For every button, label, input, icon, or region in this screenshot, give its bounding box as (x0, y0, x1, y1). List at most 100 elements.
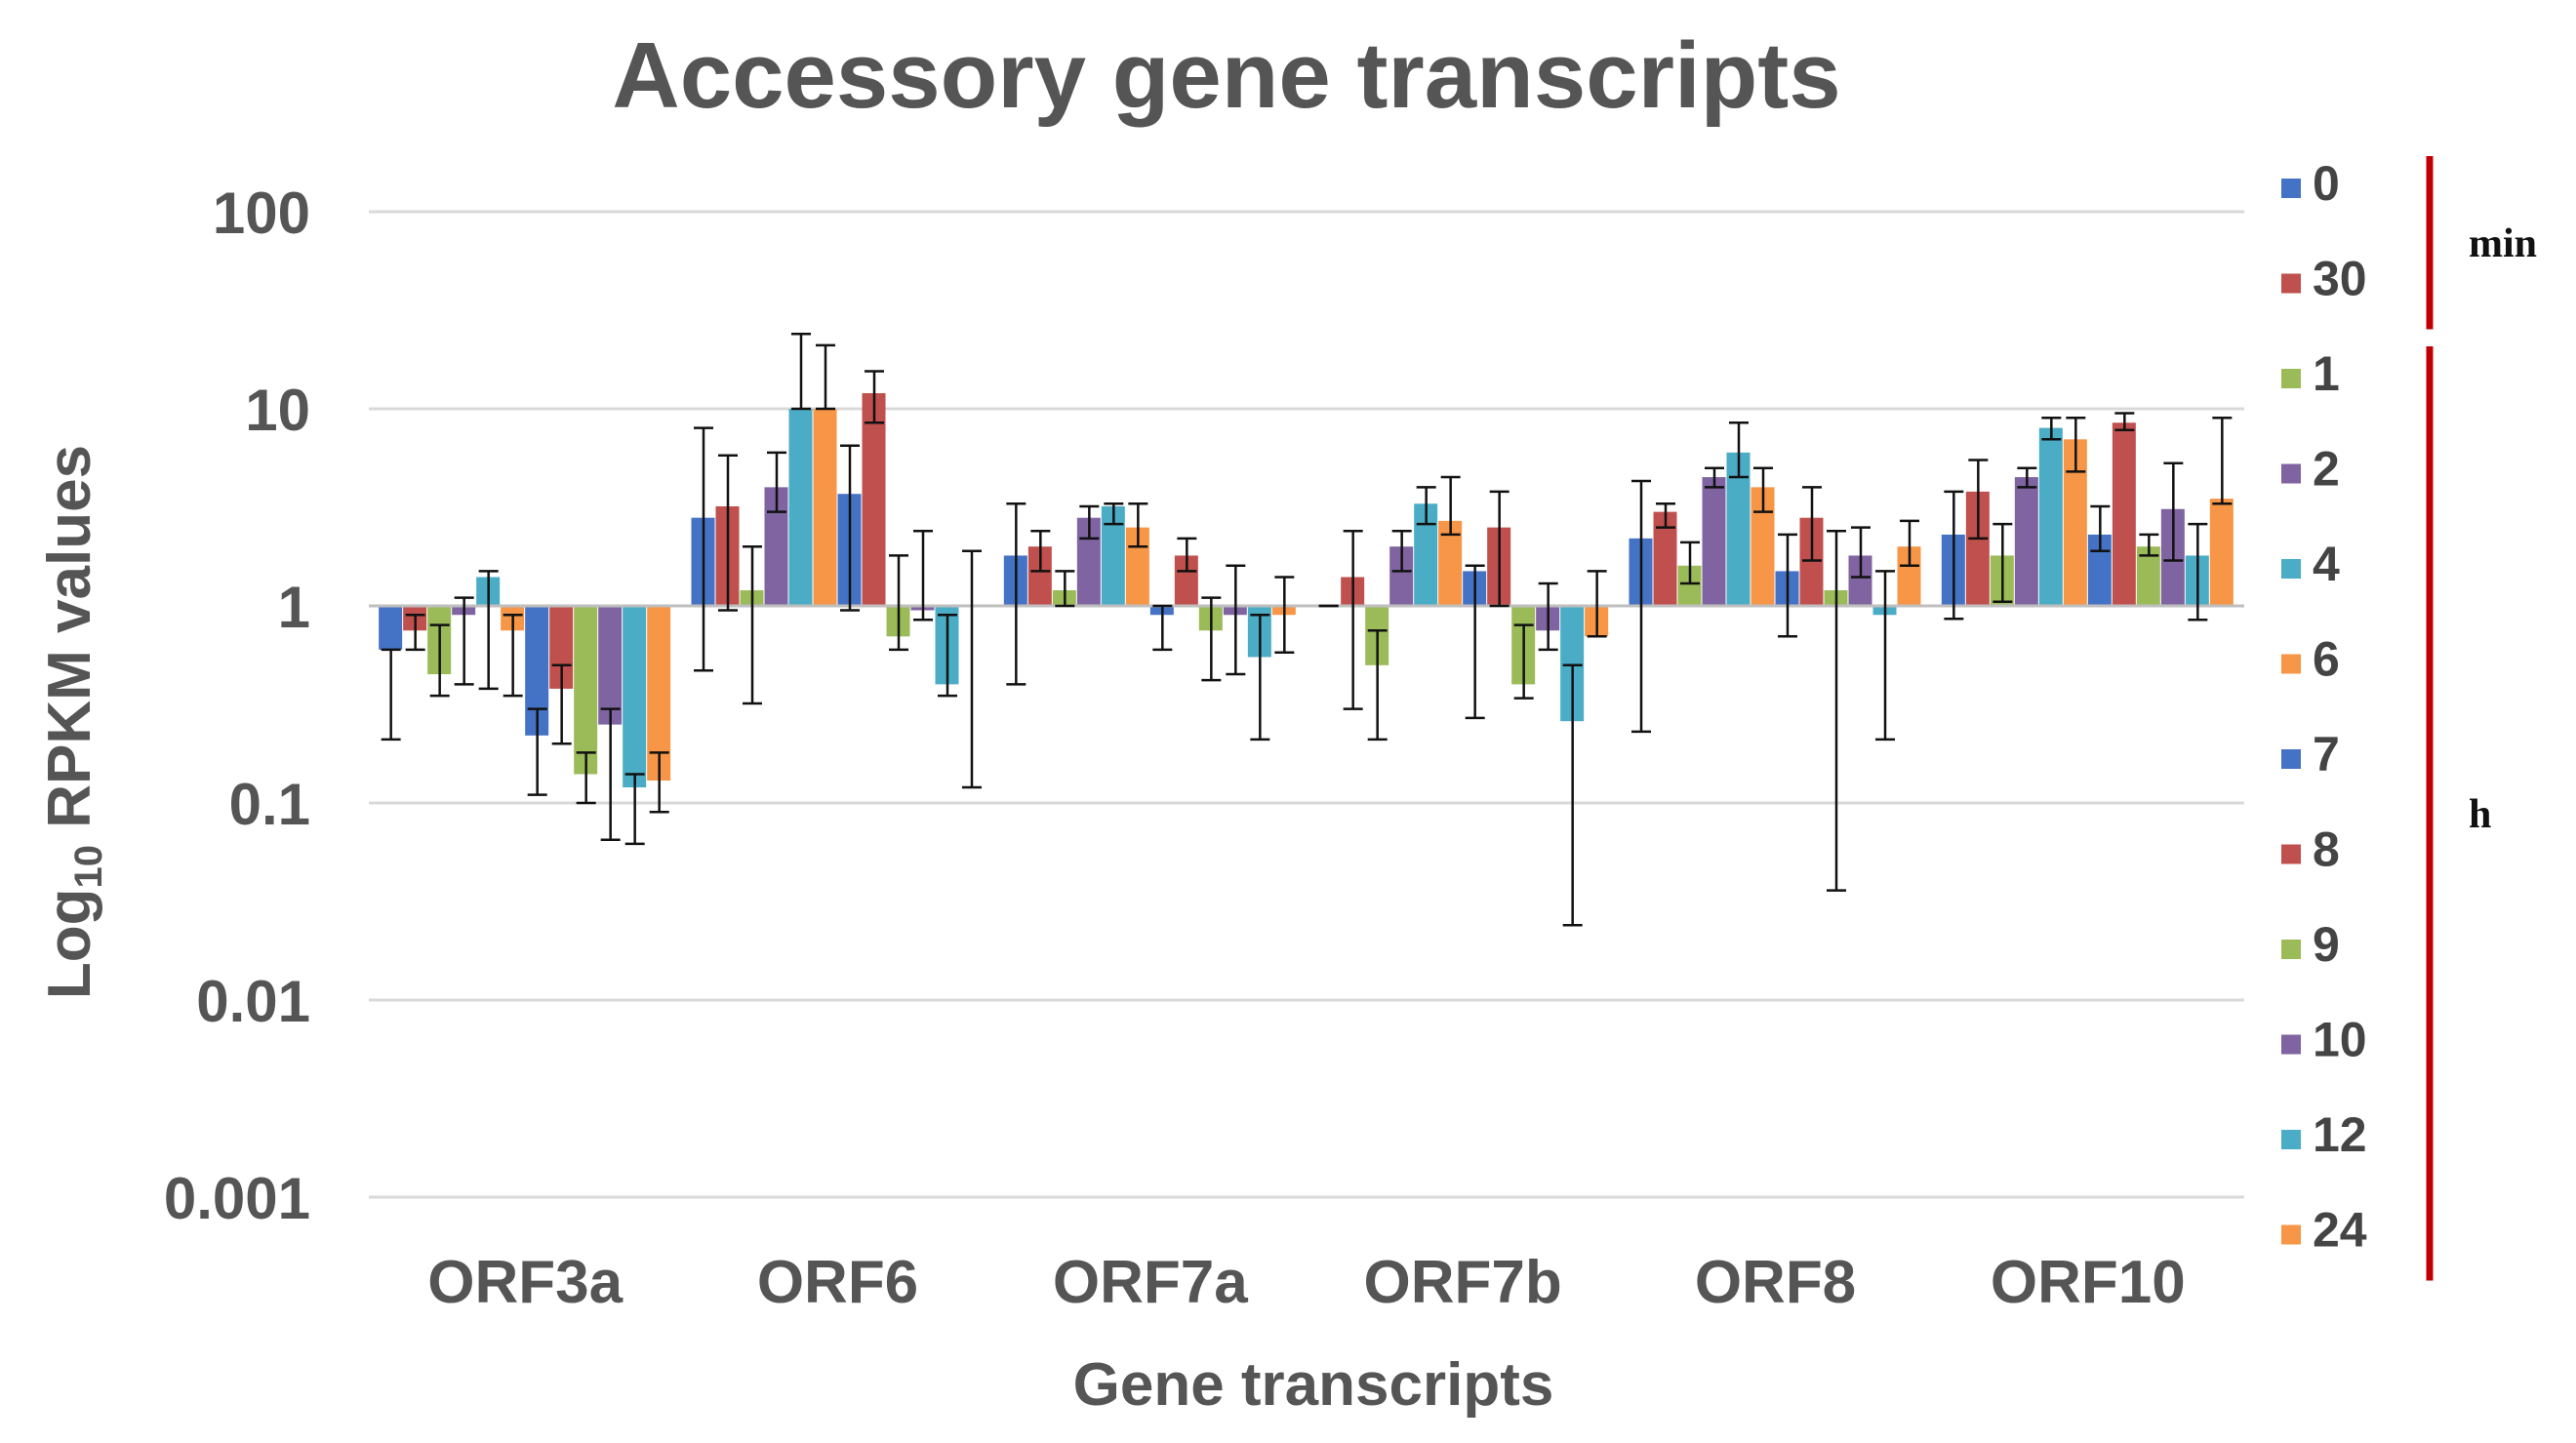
bar-ORF3a-12 (623, 606, 647, 788)
error-bar-ORF6-6 (816, 343, 835, 411)
legend-swatch (2281, 1034, 2301, 1055)
x-axis-label: Gene transcripts (1073, 1351, 1554, 1419)
legend-item-9: 9 (2281, 917, 2340, 972)
legend-item-30: 30 (2281, 252, 2367, 306)
x-tick-label: ORF7b (1364, 1249, 1562, 1316)
error-bar-ORF8-4 (1729, 421, 1749, 479)
error-bar-ORF7a-6 (1128, 502, 1148, 548)
error-bar-ORF6-2 (767, 451, 786, 513)
error-bar-ORF6-30 (718, 454, 738, 612)
bar-ORF6-4 (788, 409, 813, 606)
legend-label: 6 (2313, 632, 2340, 687)
error-bar-ORF7a-2 (1079, 504, 1100, 541)
error-bar-ORF8-12 (1875, 570, 1895, 742)
error-bar-ORF10-1 (1992, 522, 2013, 603)
error-bar-ORF10-30 (1968, 459, 1989, 541)
error-bar-ORF3a-4 (478, 570, 499, 691)
error-bar-ORF3a-7 (527, 707, 547, 796)
error-bar-ORF6-12 (938, 613, 957, 698)
bar-ORF3a-9 (574, 606, 598, 775)
error-bar-ORF10-2 (2017, 466, 2037, 489)
error-bar-ORF7b-24 (1587, 570, 1607, 638)
error-bar-ORF10-10 (2163, 461, 2184, 562)
error-bar-ORF7a-7 (1152, 604, 1173, 652)
y-tick-label: 1 (278, 575, 310, 640)
error-bar-ORF7a-12 (1250, 613, 1270, 742)
legend-group-h: h (2426, 346, 2491, 1281)
bar-ORF3a-24 (647, 606, 671, 781)
bar-ORF8-2 (1702, 477, 1726, 606)
chart-title: Accessory gene transcripts (612, 23, 1840, 128)
error-bar-ORF7b-9 (1513, 623, 1534, 700)
bar-ORF10-8 (2112, 422, 2136, 606)
error-bar-ORF3a-30 (405, 613, 425, 652)
error-bar-ORF6-8 (865, 370, 884, 424)
legend-group-min: min (2426, 156, 2537, 330)
error-bar-ORF6-7 (840, 444, 860, 612)
legend-group-label: h (2469, 792, 2491, 837)
legend-group-label: min (2469, 221, 2537, 266)
error-bar-ORF8-7 (1778, 533, 1797, 638)
legend-label: 12 (2313, 1107, 2367, 1162)
legend-label: 4 (2313, 537, 2340, 591)
legend-label: 30 (2313, 252, 2367, 306)
legend-item-6: 6 (2281, 632, 2340, 687)
legend-swatch (2281, 559, 2301, 579)
error-bar-ORF10-24 (2212, 416, 2233, 505)
error-bar-ORF7a-1 (1055, 570, 1075, 608)
error-bar-ORF7b-30 (1343, 529, 1363, 710)
bars (379, 393, 2234, 788)
y-axis-label-main: Log (36, 888, 103, 999)
error-bar-ORF7b-6 (1440, 475, 1461, 537)
legend-label: 7 (2313, 727, 2340, 782)
x-tick-label: ORF6 (757, 1249, 918, 1316)
error-bar-ORF7b-2 (1391, 529, 1412, 573)
error-bar-ORF3a-12 (624, 773, 645, 846)
error-bar-ORF3a-8 (551, 663, 572, 745)
error-bar-ORF8-1 (1680, 541, 1700, 585)
error-bar-ORF6-24 (962, 549, 982, 789)
bar-ORF3a-0 (379, 606, 403, 650)
legend-item-10: 10 (2281, 1013, 2367, 1067)
legend-label: 1 (2313, 346, 2340, 401)
x-tick-label: ORF10 (1991, 1249, 2186, 1316)
error-bar-ORF10-6 (2066, 416, 2086, 473)
legend-item-24: 24 (2281, 1203, 2367, 1258)
error-bar-ORF7b-8 (1489, 490, 1509, 608)
error-bar-ORF3a-10 (600, 707, 621, 842)
error-bar-ORF10-8 (2114, 412, 2135, 432)
legend-swatch (2281, 940, 2301, 959)
legend-swatch (2281, 273, 2301, 294)
legend-swatch (2281, 369, 2301, 388)
x-tick-label: ORF3a (427, 1249, 623, 1316)
error-bar-ORF3a-2 (454, 596, 474, 686)
legend-item-7: 7 (2281, 727, 2340, 782)
error-bar-ORF3a-6 (503, 613, 523, 698)
y-tick-label: 100 (213, 180, 310, 246)
error-bar-ORF6-10 (913, 529, 933, 621)
error-bar-ORF6-0 (694, 426, 713, 672)
error-bar-ORF10-12 (2188, 522, 2208, 621)
legend-groups: min h (2426, 156, 2537, 1281)
legend-item-2: 2 (2281, 442, 2340, 497)
error-bar-ORF7a-30 (1030, 529, 1051, 573)
legend-label: 24 (2313, 1203, 2367, 1258)
error-bar-ORF3a-9 (576, 751, 596, 805)
legend-swatch (2281, 1130, 2301, 1149)
error-bar-ORF7a-24 (1274, 576, 1295, 655)
error-bar-ORF6-1 (743, 544, 762, 705)
error-bar-ORF10-9 (2139, 533, 2159, 557)
error-bar-ORF10-7 (2090, 504, 2111, 552)
error-bar-ORF7a-9 (1201, 596, 1222, 682)
legend-item-1: 1 (2281, 346, 2340, 401)
error-bar-ORF8-2 (1705, 466, 1724, 489)
legend-item-8: 8 (2281, 822, 2340, 877)
legend-label: 2 (2313, 442, 2340, 497)
legend-swatch (2281, 749, 2301, 769)
legend-label: 0 (2313, 156, 2340, 211)
y-tick-label: 10 (245, 378, 310, 443)
error-bar-ORF8-9 (1827, 529, 1846, 892)
error-bar-ORF8-24 (1900, 519, 1919, 568)
error-bar-ORF3a-24 (649, 751, 669, 814)
